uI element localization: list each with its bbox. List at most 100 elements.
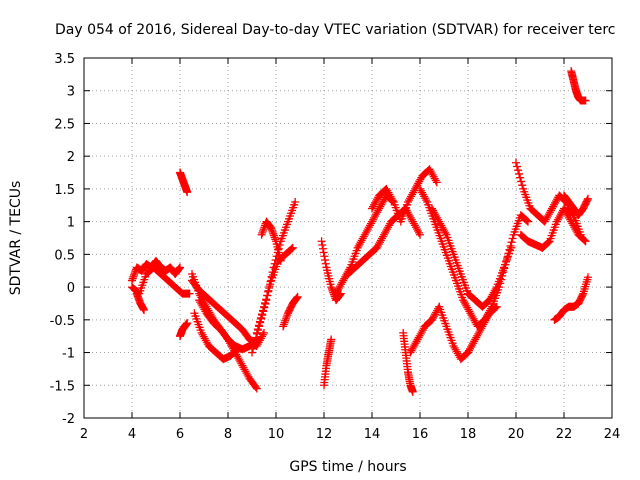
series-s17 (344, 204, 424, 278)
data-point (269, 231, 278, 240)
data-point (281, 314, 290, 323)
data-point (267, 224, 276, 233)
y-tick-label: 1 (67, 216, 75, 231)
data-point (130, 269, 139, 278)
data-point (263, 291, 272, 300)
series-s1 (128, 256, 184, 285)
series-s18 (368, 165, 441, 226)
data-point (250, 341, 259, 350)
data-point (257, 230, 266, 239)
data-point (508, 234, 517, 243)
y-tick-label: 2 (67, 150, 75, 165)
x-tick-label: 10 (268, 427, 285, 442)
data-point (578, 291, 587, 300)
data-point (128, 274, 137, 283)
data-point (259, 225, 268, 234)
data-point (321, 255, 330, 264)
y-tick-label: 3 (67, 85, 75, 100)
data-point (432, 178, 441, 187)
data-point (258, 228, 267, 237)
data-point (388, 196, 397, 205)
data-point (251, 337, 260, 346)
data-point (257, 310, 266, 319)
data-point (276, 256, 285, 265)
y-tick-label: -1 (62, 347, 75, 362)
series-s9 (188, 276, 268, 350)
data-point (174, 265, 183, 274)
data-point (185, 289, 194, 298)
data-point (262, 295, 271, 304)
y-tick-label: 3.5 (54, 52, 75, 67)
data-point (584, 194, 592, 203)
series-s3 (132, 289, 148, 314)
data-point (282, 313, 291, 322)
data-point (581, 96, 590, 105)
data-point (317, 237, 326, 246)
data-point (506, 241, 515, 250)
data-point (292, 294, 301, 303)
chart-title: Day 054 of 2016, Sidereal Day-to-day VTE… (55, 22, 615, 38)
series-s28 (567, 67, 590, 105)
data-point (265, 284, 274, 293)
data-point (321, 259, 330, 268)
data-point (252, 328, 261, 337)
series-s14 (317, 237, 345, 305)
y-tick-label: 1.5 (54, 183, 75, 198)
series-s20 (406, 302, 444, 357)
data-point (514, 166, 523, 175)
x-axis-label: GPS time / hours (289, 459, 406, 475)
series-s29 (560, 191, 592, 220)
data-point (320, 252, 329, 261)
data-point (495, 283, 504, 292)
data-point (580, 236, 589, 245)
data-point (441, 228, 450, 237)
y-tick-label: -0.5 (50, 314, 75, 329)
data-point (279, 322, 288, 331)
data-point (280, 318, 289, 327)
x-tick-label: 6 (176, 427, 184, 442)
data-point (291, 198, 300, 206)
data-point (279, 320, 288, 329)
data-point (140, 306, 148, 314)
data-point (327, 283, 336, 292)
y-tick-label: -2 (62, 412, 75, 427)
series-s22 (428, 204, 516, 311)
data-point (319, 248, 328, 257)
data-point (499, 268, 508, 277)
x-tick-label: 20 (508, 427, 525, 442)
series-s13 (279, 292, 302, 331)
data-series (128, 67, 592, 396)
series-s8 (195, 296, 261, 393)
data-point (524, 217, 532, 226)
grid-lines (84, 58, 612, 418)
data-point (251, 383, 260, 392)
data-point (515, 169, 524, 178)
data-point (248, 348, 256, 357)
series-s16 (332, 191, 398, 298)
data-point (422, 196, 431, 205)
y-tick-label: 0.5 (54, 248, 75, 263)
data-point (293, 292, 302, 301)
y-tick-labels: -2 -1.5 -1 -0.5 0 0.5 1 1.5 2 2.5 3 3.5 (50, 52, 612, 427)
series-s15 (320, 335, 336, 390)
y-tick-label: -1.5 (50, 379, 75, 394)
data-point (518, 181, 527, 190)
series-s23 (435, 302, 501, 364)
series-s11 (252, 243, 297, 337)
y-tick-label: 0 (67, 281, 75, 296)
data-point (581, 237, 590, 246)
data-point (258, 330, 267, 339)
data-point (261, 298, 270, 307)
data-point (252, 384, 261, 393)
y-tick-label: 2.5 (54, 117, 75, 132)
x-tick-label: 22 (556, 427, 573, 442)
series-s24 (488, 211, 532, 311)
data-point (431, 176, 440, 185)
data-point (502, 256, 511, 265)
data-point (256, 313, 265, 322)
data-point (130, 270, 139, 279)
data-point (517, 177, 526, 186)
series-s19 (399, 328, 417, 396)
x-tick-label: 16 (412, 427, 429, 442)
data-point (266, 280, 275, 289)
